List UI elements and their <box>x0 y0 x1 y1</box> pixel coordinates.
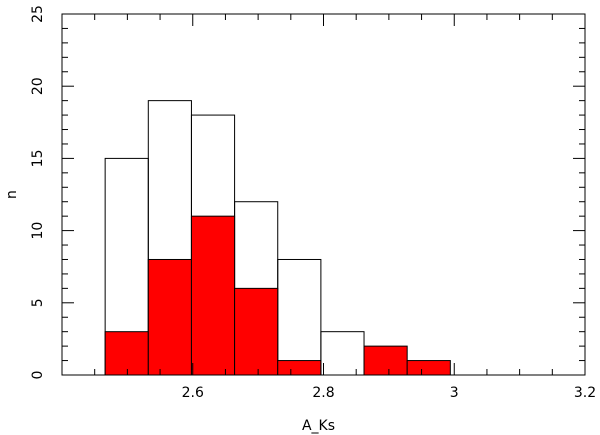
axis-ticks <box>62 13 586 376</box>
filled-bar-0 <box>104 331 149 376</box>
filled-bar-2 <box>190 215 236 376</box>
y-tick-label: 10 <box>30 222 46 240</box>
x-axis-label: A_Ks <box>302 418 335 434</box>
y-tick-label: 20 <box>30 77 46 95</box>
y-tick-label: 25 <box>30 5 46 23</box>
x-tick-label: 3 <box>450 385 459 401</box>
y-tick-label: 15 <box>30 149 46 167</box>
outline-bar-4 <box>277 258 322 376</box>
filled-bar-7 <box>406 360 451 376</box>
filled-bar-3 <box>234 287 279 376</box>
y-tick-label: 5 <box>30 298 46 307</box>
filled-bar-1 <box>147 258 192 376</box>
x-tick-label: 3.2 <box>574 385 596 401</box>
y-tick-label: 0 <box>30 371 46 380</box>
outline-bar-5 <box>320 331 365 376</box>
plot-frame <box>61 13 586 376</box>
filled-bar-6 <box>363 345 408 376</box>
filled-bar-4 <box>277 360 322 376</box>
y-axis-label: n <box>4 190 20 199</box>
filled-bars <box>104 215 451 376</box>
x-tick-label: 2.6 <box>182 385 204 401</box>
x-tick-label: 2.8 <box>312 385 334 401</box>
tick-labels: 2.6 2.8 3 3.2 0 5 10 15 20 25 <box>30 5 596 401</box>
